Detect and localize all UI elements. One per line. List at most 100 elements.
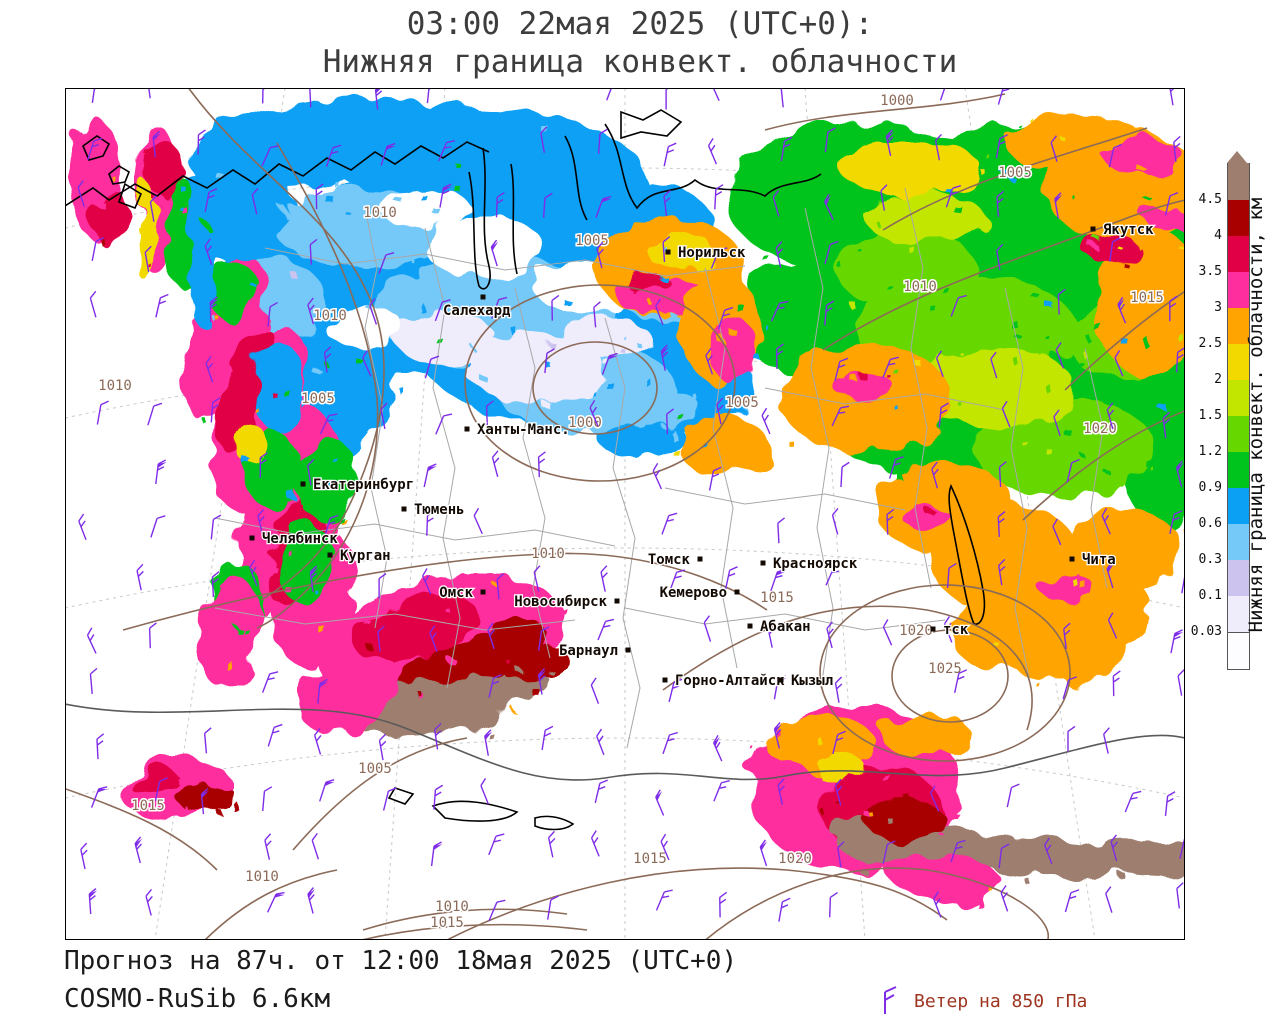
wind-barb bbox=[362, 350, 372, 377]
city-label: Челябинск bbox=[262, 531, 338, 547]
isobar-ring bbox=[891, 629, 1009, 723]
cloud-speckle bbox=[858, 249, 862, 253]
wind-barb bbox=[662, 731, 678, 755]
cloud-speckle bbox=[240, 386, 246, 392]
wind-barb-glyph bbox=[78, 513, 87, 541]
wind-barb bbox=[541, 725, 554, 751]
wind-barb bbox=[1066, 458, 1080, 483]
wind-barb-glyph bbox=[595, 195, 612, 218]
cloud-speckle bbox=[878, 224, 883, 229]
wind-barb bbox=[261, 671, 279, 693]
wind-barb bbox=[589, 399, 599, 427]
cloud-speckle bbox=[325, 478, 330, 484]
cloud-speckle bbox=[448, 657, 455, 664]
wind-barb-glyph bbox=[831, 507, 839, 535]
cloud-speckle bbox=[1006, 658, 1013, 664]
wind-barb-glyph bbox=[544, 348, 555, 374]
wind-barb-glyph bbox=[1169, 295, 1178, 322]
cloud-speckle bbox=[297, 502, 302, 507]
cloud-speckle bbox=[763, 149, 771, 157]
wind-barb bbox=[773, 721, 782, 749]
cloud-region bbox=[210, 263, 260, 323]
cloud-speckle bbox=[256, 452, 261, 458]
wind-barb-glyph bbox=[777, 778, 785, 805]
wind-barb bbox=[662, 236, 671, 263]
wind-barb-glyph bbox=[930, 785, 940, 812]
wind-barb-flag bbox=[824, 195, 831, 206]
cloud-speckle bbox=[721, 320, 728, 327]
cloud-speckle bbox=[203, 172, 208, 178]
colorbar-segment bbox=[1227, 163, 1250, 200]
admin-border bbox=[804, 207, 834, 689]
cloud-speckle bbox=[1047, 338, 1052, 342]
cloud-speckle bbox=[622, 335, 626, 339]
cloud-speckle bbox=[283, 585, 290, 592]
city-marker: Томск bbox=[647, 551, 703, 569]
city-marker: Кемерово bbox=[658, 584, 740, 602]
wind-barb-glyph bbox=[96, 733, 105, 760]
wind-barb-flag bbox=[385, 145, 396, 151]
admin-border bbox=[664, 487, 906, 511]
cloud-speckle bbox=[290, 271, 297, 278]
wind-barb bbox=[590, 830, 600, 857]
wind-barb bbox=[369, 298, 378, 325]
wind-barb-glyph bbox=[1107, 612, 1118, 639]
cloud-speckle bbox=[735, 303, 743, 310]
wind-barb bbox=[882, 840, 896, 865]
wind-barb bbox=[88, 888, 98, 915]
wind-barb-glyph bbox=[945, 185, 961, 208]
wind-barb-glyph bbox=[1112, 670, 1121, 697]
wind-barb-glyph bbox=[426, 510, 436, 536]
wind-barb bbox=[313, 728, 322, 755]
wind-barb-flag bbox=[210, 298, 219, 307]
cloud-speckle bbox=[623, 351, 629, 357]
wind-barb bbox=[86, 627, 97, 654]
wind-barb-glyph bbox=[825, 564, 843, 586]
cloud-speckle bbox=[227, 597, 234, 604]
wind-barb-glyph bbox=[824, 240, 839, 264]
city-dot bbox=[1069, 556, 1075, 562]
wind-barb-glyph bbox=[77, 180, 85, 207]
wind-barb bbox=[663, 142, 677, 167]
cloud-speckle bbox=[693, 263, 699, 268]
wind-barb-glyph bbox=[1105, 886, 1113, 913]
wind-barb-flag bbox=[1054, 194, 1063, 203]
cloud-speckle bbox=[271, 392, 277, 397]
wind-barb-glyph bbox=[537, 451, 546, 478]
colorbar-segment-below bbox=[1227, 632, 1250, 670]
wind-barb-glyph bbox=[954, 669, 968, 694]
cloud-speckle bbox=[394, 169, 400, 174]
wind-barb-glyph bbox=[997, 511, 1006, 537]
wind-barb-glyph bbox=[950, 839, 966, 863]
cloud-speckle bbox=[887, 285, 893, 291]
wind-barb-glyph bbox=[724, 566, 738, 590]
wind-barb-flag bbox=[491, 241, 499, 251]
wind-barb bbox=[495, 191, 505, 218]
isobar-label: 1005 bbox=[575, 233, 609, 249]
wind-barb-glyph bbox=[136, 563, 144, 591]
wind-barb-glyph bbox=[780, 136, 793, 162]
wind-barb-glyph bbox=[378, 573, 387, 599]
wind-barb bbox=[668, 678, 683, 703]
wind-barb-glyph bbox=[424, 355, 440, 379]
cloud-speckle bbox=[493, 583, 497, 587]
wind-barb bbox=[826, 621, 834, 649]
wind-barb-glyph bbox=[713, 780, 730, 802]
wind-barb bbox=[593, 301, 601, 328]
wind-barb-glyph bbox=[488, 899, 506, 921]
wind-barb-glyph bbox=[319, 413, 338, 435]
wind-barb-glyph bbox=[716, 397, 724, 425]
coastline bbox=[620, 109, 683, 140]
wind-barb-glyph bbox=[666, 408, 674, 435]
cloud-speckle bbox=[247, 452, 252, 458]
state-border bbox=[65, 703, 1185, 781]
wind-barb-flag bbox=[135, 838, 143, 848]
cloud-speckle bbox=[457, 165, 463, 171]
cloud-speckle bbox=[753, 353, 759, 359]
wind-barb-flag bbox=[768, 623, 776, 632]
cloud-speckle bbox=[897, 731, 905, 739]
wind-barb bbox=[1050, 135, 1058, 162]
wind-barb bbox=[824, 300, 835, 326]
graticule-line bbox=[65, 737, 1185, 799]
wind-barb bbox=[707, 137, 718, 165]
